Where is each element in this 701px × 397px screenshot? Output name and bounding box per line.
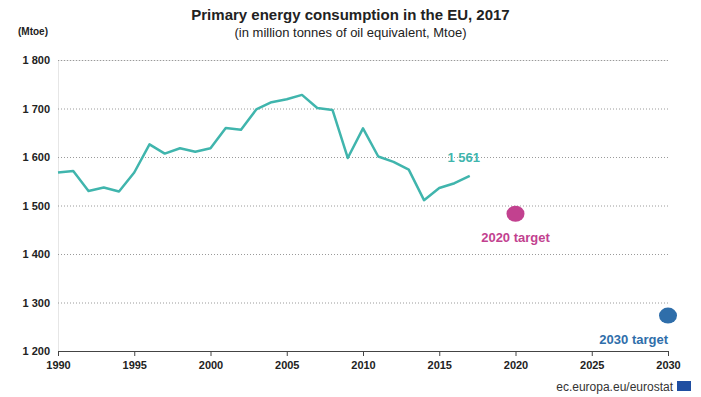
x-tick-mark [211,351,212,356]
y-tick: 1 200 [22,345,668,357]
title: Primary energy consumption in the EU, 20… [191,6,509,23]
chart: Primary energy consumption in the EU, 20… [0,0,701,397]
x-tick-mark [363,351,364,356]
x-tick-label: 2025 [580,359,604,371]
annotation: 1 561 [447,150,480,165]
labels: 2020 target 2030 target 1 561 [447,150,668,347]
x-tick-mark [287,351,288,356]
x-tick: 2005 [275,351,299,371]
logo [677,381,691,391]
x-tick-mark [134,351,135,356]
grid-line [58,109,668,110]
x-tick-mark [439,351,440,356]
grid-line [58,303,668,304]
line [58,95,470,200]
x-tick-mark [516,351,517,356]
y-tick-label: 1 800 [22,54,50,66]
grid-line [58,60,668,61]
x-tick: 2015 [428,351,452,371]
x-tick-label: 2015 [428,359,452,371]
x-tick-label: 1990 [46,359,70,371]
x-tick: 1990 [46,351,70,371]
y-axis-title: (Mtoe) [18,26,48,37]
plot-area [58,95,677,324]
y-tick-label: 1 200 [22,345,50,357]
y-tick: 1 300 [22,297,668,309]
y-tick-label: 1 700 [22,103,50,115]
x-tick-mark [592,351,593,356]
x-tick: 2020 [504,351,528,371]
x-tick: 2025 [580,351,604,371]
series-label: 2030 target [599,332,668,347]
grid-line [58,157,668,158]
y-axis: 1 200 1 300 1 400 1 500 1 600 1 700 1 800 [22,54,668,357]
x-tick-label: 2030 [656,359,680,371]
x-tick: 2030 [656,351,680,371]
y-tick-label: 1 300 [22,297,50,309]
y-axis-line [59,61,669,352]
target-point [659,308,677,324]
y-tick-label: 1 400 [22,248,50,260]
x-tick-label: 1995 [123,359,147,371]
y-tick: 1 400 [22,248,668,260]
x-tick: 2000 [199,351,223,371]
x-axis: 1990 1995 2000 2005 2010 2015 2020 2025 2030 [46,351,680,371]
x-tick: 1995 [123,351,147,371]
y-tick: 1 500 [22,200,668,212]
y-tick-label: 1 600 [22,151,50,163]
x-tick-label: 2005 [275,359,299,371]
x-tick-label: 2000 [199,359,223,371]
x-tick: 2010 [351,351,375,371]
x-tick-label: 2020 [504,359,528,371]
source: ec.europa.eu/eurostat [556,380,673,394]
x-tick-mark [668,351,669,356]
y-tick: 1 800 [22,54,668,66]
x-tick-label: 2010 [351,359,375,371]
subtitle: (in million tonnes of oil equivalent, Mt… [235,25,467,40]
grid-line [58,206,668,207]
target-point [507,206,525,222]
series-label: 2020 target [481,230,550,245]
x-tick-mark [58,351,59,356]
grid-line [58,254,668,255]
y-tick-label: 1 500 [22,200,50,212]
y-tick: 1 700 [22,103,668,115]
